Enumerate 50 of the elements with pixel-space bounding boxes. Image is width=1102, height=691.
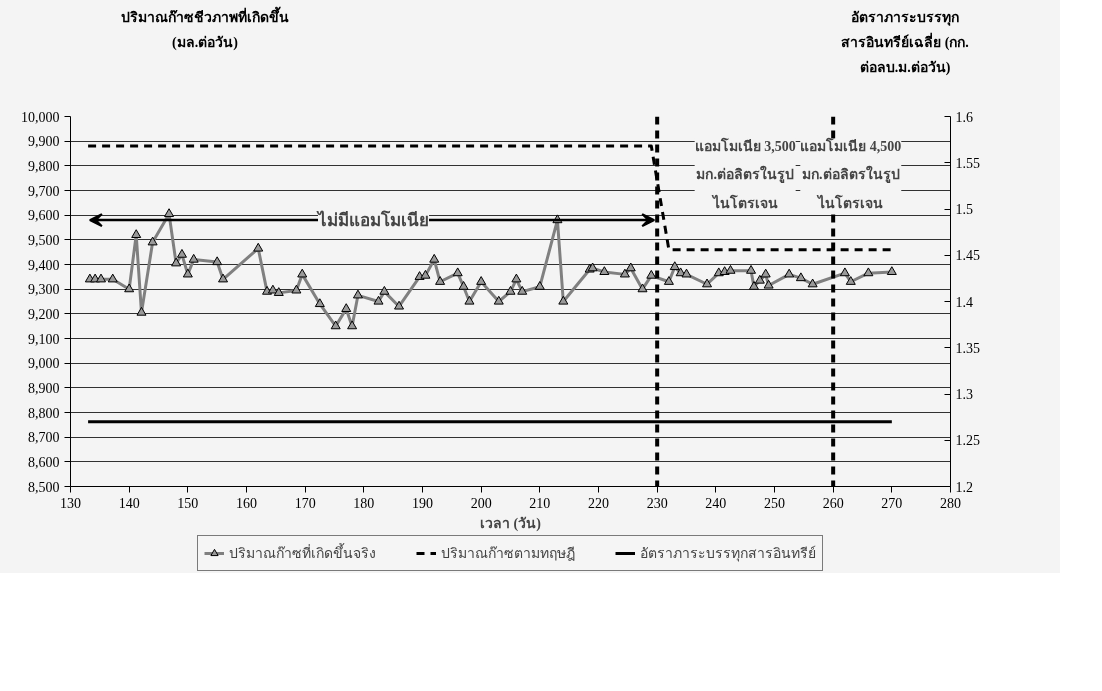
x-tick-label: 220 xyxy=(588,495,609,511)
y-tick-label: 9,500 xyxy=(28,232,60,248)
y-tick-label: 8,500 xyxy=(28,479,60,495)
x-tick-label: 260 xyxy=(822,495,844,511)
x-tick-label: 200 xyxy=(470,495,492,511)
y-tick-label: 9,000 xyxy=(28,355,60,371)
x-tick-label: 140 xyxy=(118,495,140,511)
y-tick-label: 8,800 xyxy=(28,405,60,421)
x-axis-title: เวลา (วัน) xyxy=(480,515,542,532)
y2-tick-label: 1.25 xyxy=(955,432,980,448)
y-tick-label: 8,900 xyxy=(28,380,60,396)
y-tick-label: 9,400 xyxy=(28,257,60,273)
x-tick-label: 270 xyxy=(881,495,903,511)
y2-tick-label: 1.3 xyxy=(955,386,973,402)
legend-label: ปริมาณก๊าซตามทฤษฎี xyxy=(441,544,575,563)
y-tick-label: 10,000 xyxy=(21,109,60,125)
legend-label: ปริมาณก๊าซที่เกิดขึ้นจริง xyxy=(229,542,376,563)
x-tick-label: 210 xyxy=(529,495,551,511)
x-tick-label: 250 xyxy=(764,495,785,511)
y-tick-label: 9,600 xyxy=(28,207,60,223)
y-tick-label: 9,900 xyxy=(28,133,60,149)
x-tick-label: 160 xyxy=(236,495,257,511)
y-tick-label: 9,800 xyxy=(28,158,60,174)
y-tick-label: 8,600 xyxy=(28,454,60,470)
x-tick-label: 170 xyxy=(294,495,316,511)
y2-tick-label: 1.6 xyxy=(955,109,973,125)
y-tick-label: 8,700 xyxy=(28,429,60,445)
y2-tick-label: 1.55 xyxy=(955,155,980,171)
y2-tick-label: 1.5 xyxy=(955,201,973,217)
x-tick-label: 180 xyxy=(353,495,375,511)
annotation: ไม่มีแอมโมเนีย xyxy=(316,209,430,230)
y2-axis-title: อัตราภาระบรรทุก สารอินทรีย์เฉลี่ย (กก. ต่อลบ.ม.ต่อวัน) xyxy=(841,9,969,78)
annotation: แอมโมเนีย 3,500 มก.ต่อลิตรในรูป ไนโตรเจน xyxy=(694,136,796,211)
x-tick-label: 280 xyxy=(940,495,961,511)
y-tick-label: 9,700 xyxy=(28,183,60,199)
y-tick-label: 9,300 xyxy=(28,281,60,297)
x-tick-label: 190 xyxy=(412,495,433,511)
legend-label: อัตราภาระบรรทุกสารอินทรีย์ xyxy=(640,544,816,564)
x-tick-label: 130 xyxy=(60,495,81,511)
y2-tick-label: 1.4 xyxy=(955,294,973,310)
y-tick-label: 9,100 xyxy=(28,331,60,347)
annotation: แอมโมเนีย 4,500 มก.ต่อลิตรในรูป ไนโตรเจน xyxy=(800,136,902,211)
y2-tick-label: 1.35 xyxy=(955,340,980,356)
x-tick-label: 150 xyxy=(177,495,199,511)
y2-tick-label: 1.45 xyxy=(955,247,980,263)
x-tick-label: 240 xyxy=(705,495,727,511)
y2-tick-label: 1.2 xyxy=(955,479,973,495)
y-axis-title: ปริมาณก๊าซชีวภาพที่เกิดขึ้น (มล.ต่อวัน) xyxy=(121,5,289,53)
y-tick-label: 9,200 xyxy=(28,306,60,322)
x-tick-label: 230 xyxy=(646,495,668,511)
